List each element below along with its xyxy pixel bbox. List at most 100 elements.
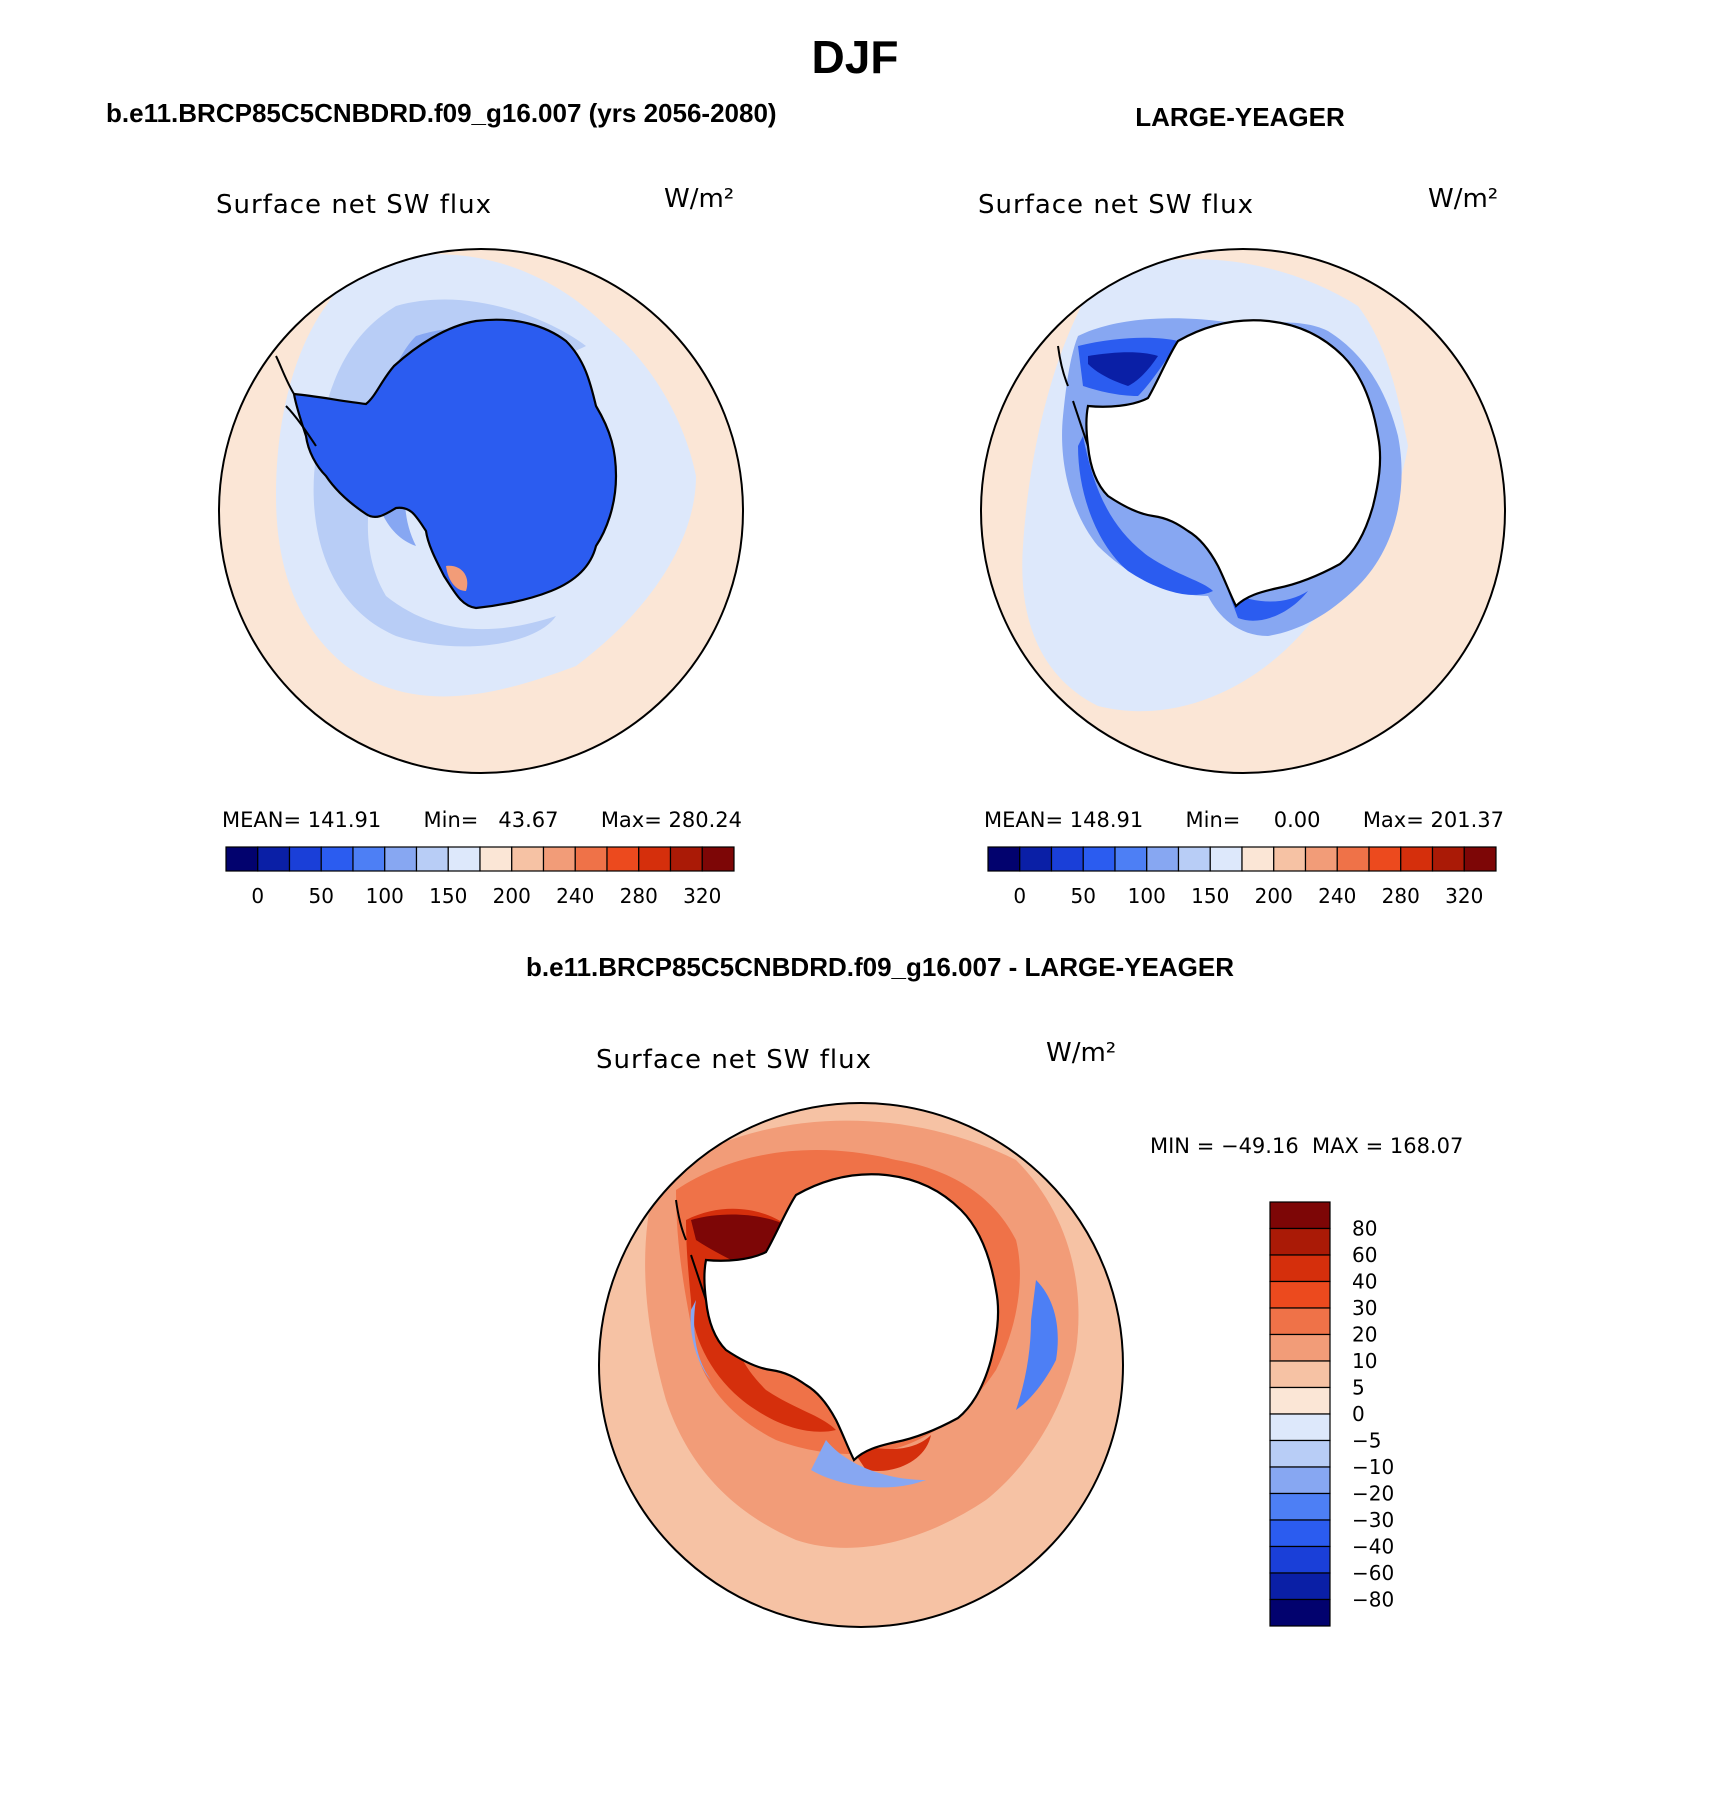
map-boundary	[218, 248, 744, 774]
colorbar-tick-label: 0	[251, 884, 264, 908]
diff-panel-heading: b.e11.BRCP85C5CNBDRD.f09_g16.007 - LARGE…	[526, 952, 1234, 982]
colorbar-swatch	[320, 846, 354, 872]
colorbar-swatch	[257, 846, 291, 872]
colorbar-tick-label: 30	[1352, 1296, 1377, 1320]
colorbar-tick-label: −80	[1352, 1588, 1394, 1612]
colorbar-tick-label: 100	[1128, 884, 1166, 908]
colorbar-tick-label: 10	[1352, 1349, 1377, 1373]
obs-max-value: 201.37	[1430, 808, 1504, 832]
colorbar-tick-label: 240	[556, 884, 594, 908]
colorbar-tick-label: 280	[1382, 884, 1420, 908]
colorbar-swatch	[415, 846, 449, 872]
colorbar-swatch	[1269, 1598, 1331, 1627]
colorbar-swatch	[1269, 1492, 1331, 1521]
case-variable-label: Surface net SW flux	[216, 190, 492, 220]
case-min-value: 43.67	[498, 808, 559, 832]
colorbar-swatch	[1400, 846, 1434, 872]
colorbar-swatch	[987, 846, 1021, 872]
obs-max-label: Max=	[1362, 808, 1424, 832]
coastal-warm-patch	[446, 565, 468, 591]
colorbar-swatch	[1209, 846, 1243, 872]
colorbar-swatch	[1273, 846, 1307, 872]
sw-band-strong	[1078, 337, 1308, 621]
colorbar-swatch	[1269, 1519, 1331, 1548]
colorbar-swatch	[1269, 1333, 1331, 1362]
colorbar-swatch	[1019, 846, 1053, 872]
colorbar-tick-label: −20	[1352, 1482, 1394, 1506]
peninsula-coast	[1057, 345, 1089, 447]
colorbar-tick-label: 280	[620, 884, 658, 908]
colorbar-swatch	[606, 846, 640, 872]
obs-stats: MEAN= 148.91 Min= 0.00 Max= 201.37	[984, 808, 1504, 832]
peninsula-coast	[275, 355, 317, 447]
colorbar-swatch	[225, 846, 259, 872]
colorbar-tick-label: 240	[1318, 884, 1356, 908]
colorbar-tick-label: 40	[1352, 1270, 1377, 1294]
colorbar-swatch	[1269, 1360, 1331, 1389]
obs-min-value: 0.00	[1273, 808, 1321, 832]
obs-units-label: W/m²	[1428, 184, 1499, 214]
obs-polar-map	[980, 248, 1506, 774]
colorbar-swatch	[479, 846, 513, 872]
colorbar-tick-label: 20	[1352, 1323, 1377, 1347]
season-title: DJF	[811, 31, 899, 83]
colorbar-tick-label: 0	[1352, 1402, 1365, 1426]
map-boundary	[598, 1102, 1124, 1628]
colorbar-tick-label: −10	[1352, 1455, 1394, 1479]
colorbar-swatch	[1269, 1254, 1331, 1283]
case-units-label: W/m²	[664, 184, 735, 214]
antarctica-fill	[703, 1173, 1000, 1462]
colorbar-swatch	[1269, 1439, 1331, 1468]
diff-polar-map	[598, 1102, 1124, 1628]
colorbar-swatch	[288, 846, 322, 872]
colorbar-tick-label: 60	[1352, 1243, 1377, 1267]
colorbar-tick-label: 80	[1352, 1217, 1377, 1241]
colorbar-swatch	[701, 846, 735, 872]
colorbar-swatch	[669, 846, 703, 872]
map-boundary	[980, 248, 1506, 774]
diff-variable-label: Surface net SW flux	[596, 1045, 872, 1075]
colorbar-swatch	[1177, 846, 1211, 872]
colorbar-tick-label: 150	[1191, 884, 1229, 908]
colorbar-tick-label: 0	[1013, 884, 1026, 908]
colorbar-tick-label: 100	[366, 884, 404, 908]
antarctica-fill	[1085, 319, 1382, 608]
colorbar-swatch	[1082, 846, 1116, 872]
case-mean-label: MEAN=	[222, 808, 302, 832]
colorbar-swatch	[1241, 846, 1275, 872]
colorbar-swatch	[511, 846, 545, 872]
diff-minmax-label: MIN = −49.16 MAX = 168.07	[1150, 1134, 1464, 1158]
case-colorbar: 0 50 100 150 200 240 280 320	[225, 846, 735, 908]
colorbar-swatch	[574, 846, 608, 872]
obs-min-label: Min=	[1185, 808, 1241, 832]
colorbar-tick-label: 200	[493, 884, 531, 908]
case-stats: MEAN= 141.91 Min= 43.67 Max= 280.24	[222, 808, 742, 832]
colorbar-tick-label: 320	[1445, 884, 1483, 908]
peninsula-coast	[675, 1199, 707, 1301]
colorbar-tick-label: −30	[1352, 1508, 1394, 1532]
case-min-label: Min=	[423, 808, 479, 832]
obs-colorbar: 0 50 100 150 200 240 280 320	[987, 846, 1497, 908]
colorbar-tick-label: 5	[1352, 1376, 1365, 1400]
colorbar-swatch	[1368, 846, 1402, 872]
colorbar-tick-label: 50	[1071, 884, 1096, 908]
colorbar-tick-label: 320	[683, 884, 721, 908]
colorbar-swatch	[1050, 846, 1084, 872]
colorbar-swatch	[384, 846, 418, 872]
colorbar-tick-label: 50	[309, 884, 334, 908]
colorbar-swatch	[1269, 1227, 1331, 1256]
obs-panel-heading: LARGE-YEAGER	[1135, 102, 1345, 132]
case-max-label: Max=	[600, 808, 662, 832]
obs-mean-value: 148.91	[1069, 808, 1144, 832]
colorbar-swatch	[1269, 1386, 1331, 1415]
colorbar-swatch	[352, 846, 386, 872]
obs-variable-label: Surface net SW flux	[978, 190, 1254, 220]
colorbar-tick-label: −60	[1352, 1561, 1394, 1585]
colorbar-swatch	[1304, 846, 1338, 872]
case-polar-map	[218, 248, 744, 774]
colorbar-swatch	[1336, 846, 1370, 872]
colorbar-swatch	[542, 846, 576, 872]
colorbar-tick-label: 150	[429, 884, 467, 908]
colorbar-swatch	[1269, 1413, 1331, 1442]
